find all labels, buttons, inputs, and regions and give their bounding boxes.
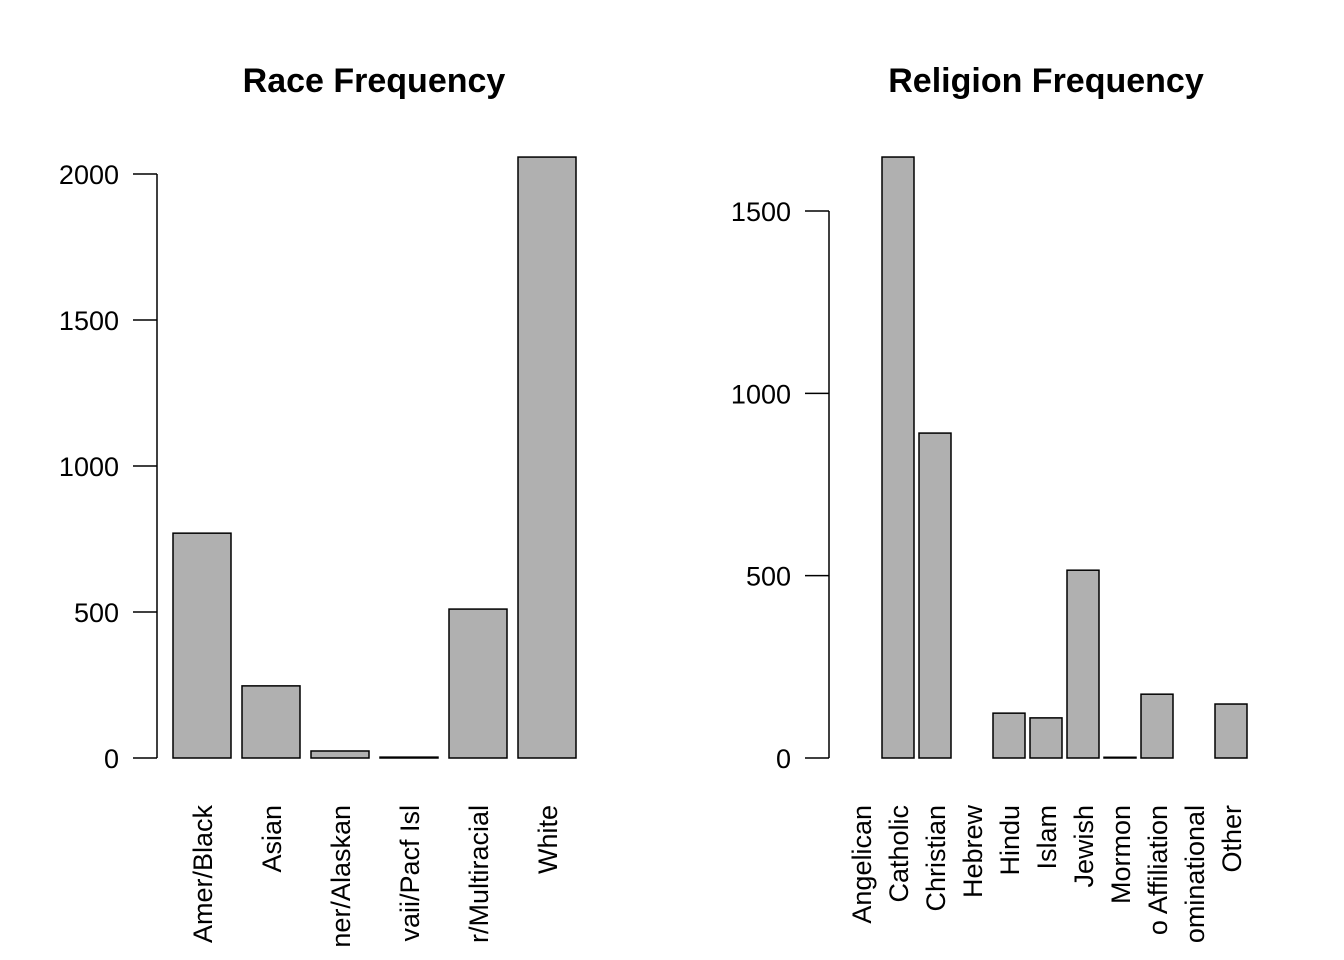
x-tick-label: Hindu bbox=[995, 805, 1025, 876]
y-tick-label: 2000 bbox=[59, 160, 119, 190]
bar bbox=[1029, 717, 1063, 759]
bar bbox=[1066, 569, 1100, 759]
bar bbox=[241, 685, 301, 759]
bar bbox=[992, 712, 1026, 759]
x-tick-label: ominational bbox=[1180, 805, 1210, 943]
x-tick-label: Hebrew bbox=[958, 805, 988, 899]
x-tick-label: vaii/Pacf Isl bbox=[395, 805, 425, 942]
chart-title: Religion Frequency bbox=[888, 62, 1204, 100]
x-tick-label: Christian bbox=[921, 805, 951, 912]
bar bbox=[918, 432, 952, 759]
y-tick-label: 0 bbox=[104, 744, 119, 774]
x-tick-label: Catholic bbox=[884, 805, 914, 903]
bar bbox=[379, 756, 439, 759]
bar bbox=[1140, 693, 1174, 759]
bar bbox=[517, 156, 577, 759]
x-tick-label: Mormon bbox=[1106, 805, 1136, 904]
bar bbox=[172, 532, 232, 759]
y-tick-label: 500 bbox=[746, 562, 791, 592]
x-tick-label: o Affiliation bbox=[1143, 805, 1173, 935]
chart-title: Race Frequency bbox=[243, 62, 506, 100]
x-tick-label: Amer/Black bbox=[188, 805, 218, 944]
x-tick-label: Asian bbox=[257, 805, 287, 873]
bar bbox=[881, 156, 915, 759]
x-tick-label: Islam bbox=[1032, 805, 1062, 870]
bar bbox=[1214, 703, 1248, 759]
x-tick-label: Jewish bbox=[1069, 805, 1099, 888]
y-tick-label: 0 bbox=[776, 744, 791, 774]
x-tick-label: Angelican bbox=[847, 805, 877, 924]
y-tick-label: 1500 bbox=[731, 197, 791, 227]
y-tick-label: 1000 bbox=[731, 379, 791, 409]
y-tick-label: 1500 bbox=[59, 306, 119, 336]
y-tick-label: 1000 bbox=[59, 452, 119, 482]
x-tick-label: Other bbox=[1217, 805, 1247, 873]
bar bbox=[310, 750, 370, 759]
bar bbox=[1103, 756, 1137, 759]
x-tick-label: White bbox=[533, 805, 563, 874]
x-tick-label: r/Multiracial bbox=[464, 805, 494, 943]
bar bbox=[448, 608, 508, 759]
y-tick-label: 500 bbox=[74, 598, 119, 628]
x-tick-label: ner/Alaskan bbox=[326, 805, 356, 948]
